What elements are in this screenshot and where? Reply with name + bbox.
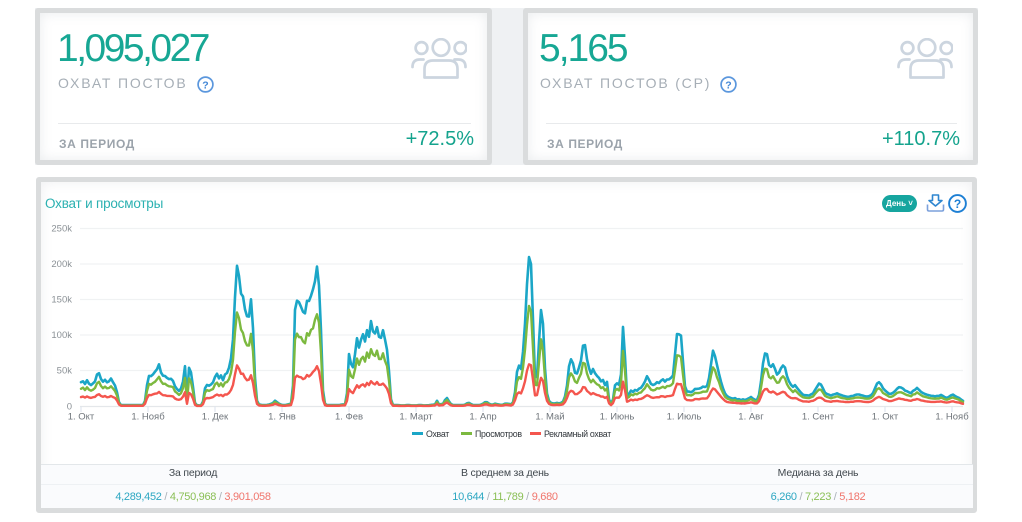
svg-text:1. Апр: 1. Апр [469, 412, 496, 423]
svg-text:1. Авг: 1. Авг [738, 412, 764, 423]
svg-text:1. Нояб: 1. Нояб [131, 412, 165, 423]
svg-text:50k: 50k [57, 366, 73, 377]
svg-text:1. Сент: 1. Сент [802, 412, 835, 423]
svg-text:250k: 250k [51, 224, 72, 235]
svg-text:100k: 100k [51, 330, 72, 341]
svg-text:1. Июль: 1. Июль [667, 412, 702, 423]
svg-text:1. Янв: 1. Янв [268, 412, 296, 423]
svg-text:1. Дек: 1. Дек [202, 412, 229, 423]
svg-text:?: ? [954, 197, 961, 211]
svg-text:1. Март: 1. Март [399, 412, 433, 423]
svg-text:0: 0 [67, 402, 72, 413]
svg-text:1. Нояб: 1. Нояб [935, 412, 969, 423]
svg-text:Рекламный охват: Рекламный охват [544, 429, 611, 439]
svg-text:Просмотров: Просмотров [475, 429, 522, 439]
svg-text:200k: 200k [51, 259, 72, 270]
svg-text:1. Окт: 1. Окт [872, 412, 899, 423]
svg-text:?: ? [725, 79, 731, 91]
svg-text:Охват: Охват [426, 429, 449, 439]
svg-text:1. Июнь: 1. Июнь [600, 412, 635, 423]
svg-text:?: ? [202, 79, 208, 91]
svg-text:1. Фев: 1. Фев [335, 412, 363, 423]
svg-text:1. Окт: 1. Окт [68, 412, 95, 423]
svg-text:1. Май: 1. Май [535, 412, 564, 423]
svg-text:150k: 150k [51, 295, 72, 306]
